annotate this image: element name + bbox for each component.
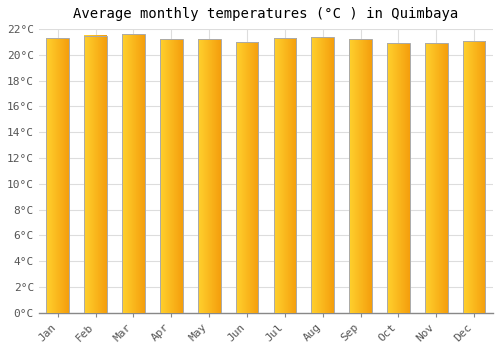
Bar (463, 41, 485, 313)
Title: Average monthly temperatures (°C ) in Quimbaya: Average monthly temperatures (°C ) in Qu… (74, 7, 458, 21)
Bar (312, 37, 334, 313)
Bar (387, 43, 410, 313)
Bar (46, 38, 69, 313)
Bar (274, 38, 296, 313)
Bar (349, 39, 372, 313)
Bar (425, 43, 448, 313)
Bar (84, 35, 107, 313)
Bar (122, 34, 145, 313)
Bar (160, 39, 182, 313)
Bar (198, 39, 220, 313)
Bar (236, 42, 258, 313)
